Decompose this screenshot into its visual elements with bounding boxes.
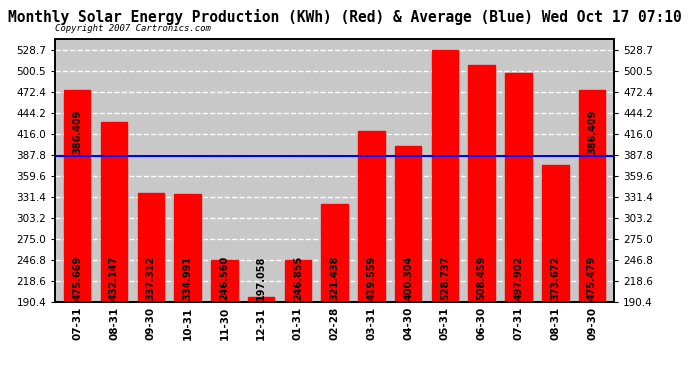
Text: 419.559: 419.559 xyxy=(366,255,377,300)
Bar xyxy=(358,131,384,302)
Text: 197.058: 197.058 xyxy=(256,255,266,300)
Text: 373.672: 373.672 xyxy=(550,255,560,300)
Text: 246.560: 246.560 xyxy=(219,255,229,300)
Bar xyxy=(579,90,605,302)
Bar xyxy=(469,65,495,302)
Bar xyxy=(211,260,237,302)
Bar xyxy=(505,73,532,302)
Bar xyxy=(322,204,348,302)
Text: 337.312: 337.312 xyxy=(146,255,156,300)
Text: 528.737: 528.737 xyxy=(440,255,450,300)
Text: 321.438: 321.438 xyxy=(330,255,339,300)
Bar xyxy=(432,50,458,302)
Text: Monthly Solar Energy Production (KWh) (Red) & Average (Blue) Wed Oct 17 07:10: Monthly Solar Energy Production (KWh) (R… xyxy=(8,9,682,26)
Text: 497.902: 497.902 xyxy=(513,255,524,300)
Text: 432.147: 432.147 xyxy=(109,255,119,300)
Text: 475.479: 475.479 xyxy=(587,255,597,300)
Text: Copyright 2007 Cartronics.com: Copyright 2007 Cartronics.com xyxy=(55,24,211,33)
Text: 508.459: 508.459 xyxy=(477,255,486,300)
Bar xyxy=(542,165,569,302)
Bar xyxy=(101,122,127,302)
Text: 246.855: 246.855 xyxy=(293,255,303,300)
Bar xyxy=(395,146,422,302)
Bar xyxy=(175,194,201,302)
Bar xyxy=(285,260,311,302)
Bar xyxy=(64,90,90,302)
Text: 386.409: 386.409 xyxy=(587,110,597,154)
Bar xyxy=(248,297,275,302)
Bar xyxy=(137,192,164,302)
Text: 475.669: 475.669 xyxy=(72,255,82,300)
Text: 334.991: 334.991 xyxy=(183,255,193,300)
Text: 386.409: 386.409 xyxy=(72,110,82,154)
Text: 400.304: 400.304 xyxy=(403,255,413,300)
